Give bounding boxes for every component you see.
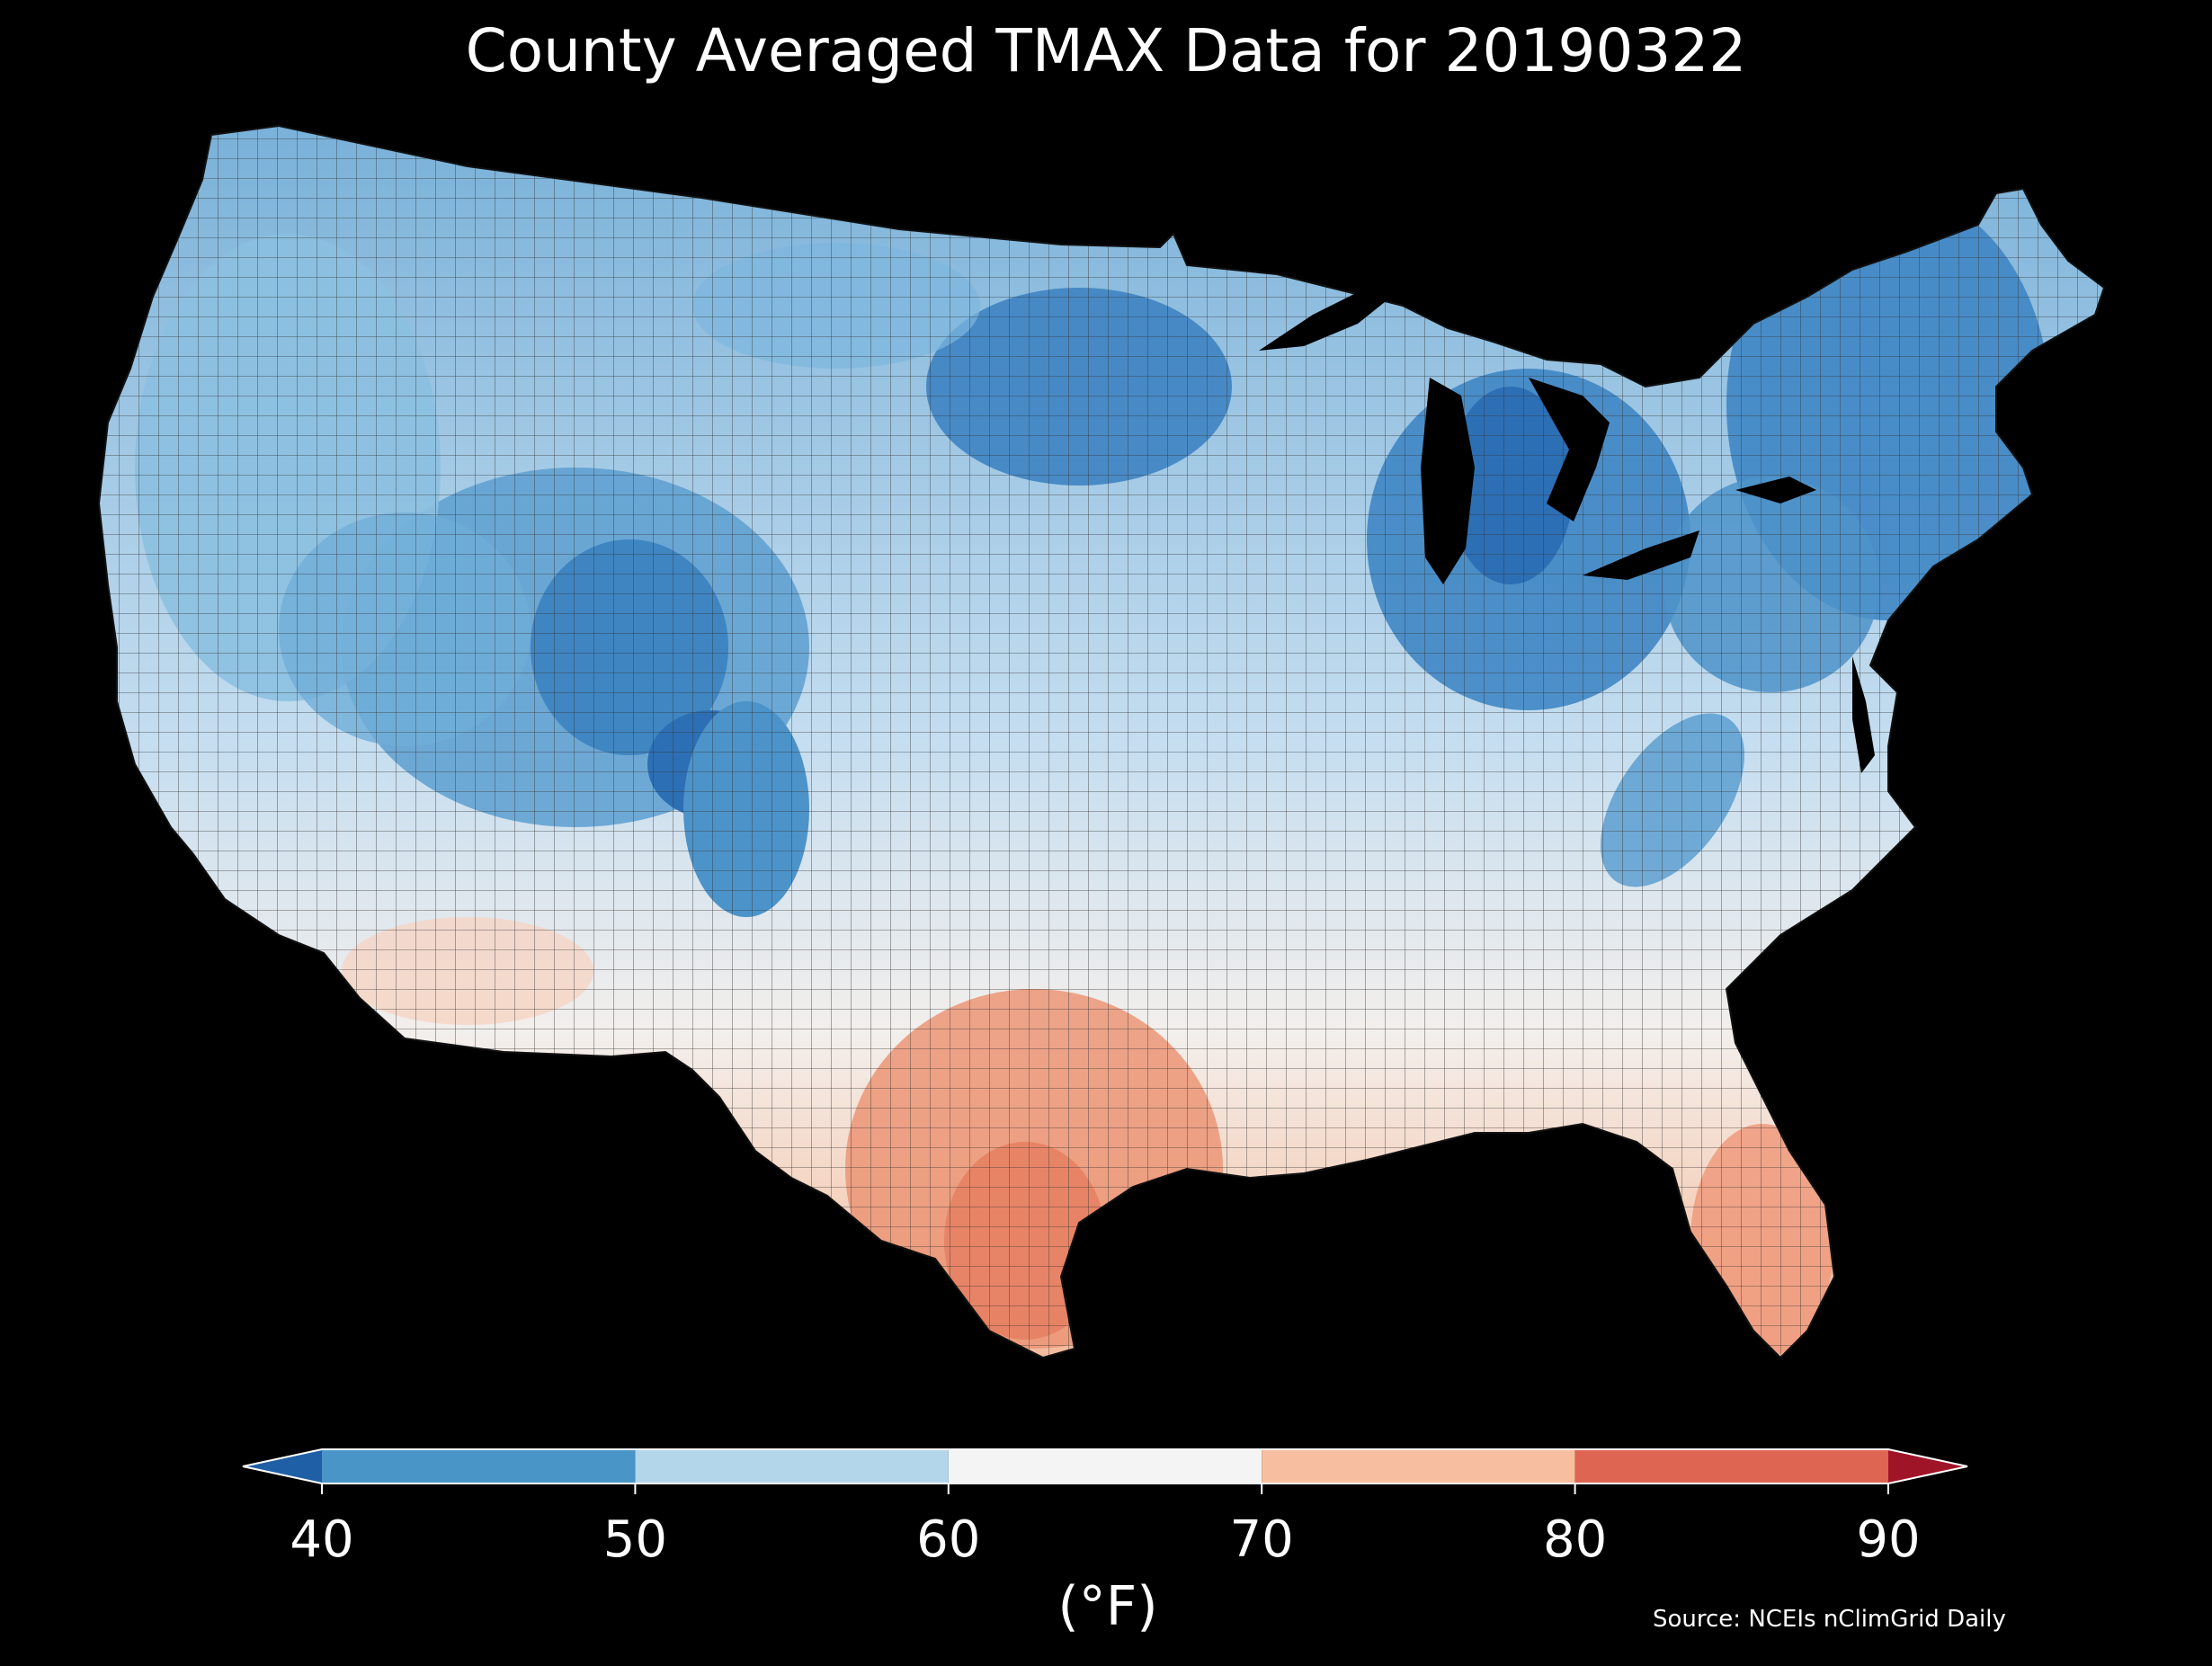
colorbar-tick-label: 40	[290, 1510, 354, 1569]
lake-ontario	[1735, 477, 1816, 503]
colorbar-tick-label: 50	[602, 1510, 668, 1569]
colorbar-unit-label: (°F)	[1057, 1575, 1158, 1638]
colorbar-bin-60-70	[948, 1449, 1262, 1483]
lake-huron	[1529, 378, 1610, 521]
lake-erie	[1583, 530, 1699, 580]
colorbar-tick-label: 80	[1542, 1510, 1608, 1569]
lake-michigan	[1421, 378, 1475, 584]
source-note: Source: NCEIs nClimGrid Daily	[1653, 1606, 2006, 1633]
colorbar-tick-label: 60	[916, 1510, 981, 1569]
colorbar-bin-50-60	[635, 1449, 949, 1483]
colorbar-extend-high	[1888, 1449, 1967, 1483]
colorbar-bin-70-80	[1262, 1449, 1575, 1483]
colorbar-bin-80-90	[1574, 1449, 1888, 1483]
colorbar-tick-label: 90	[1856, 1510, 1921, 1569]
chart-title: County Averaged TMAX Data for 20190322	[465, 16, 1747, 85]
chesapeake-bay	[1852, 656, 1875, 773]
colorbar-tick-label: 70	[1229, 1510, 1294, 1569]
colorbar-bin-40-50	[322, 1449, 636, 1483]
colorbar-extend-low	[243, 1449, 322, 1483]
lake-superior	[1259, 288, 1403, 351]
